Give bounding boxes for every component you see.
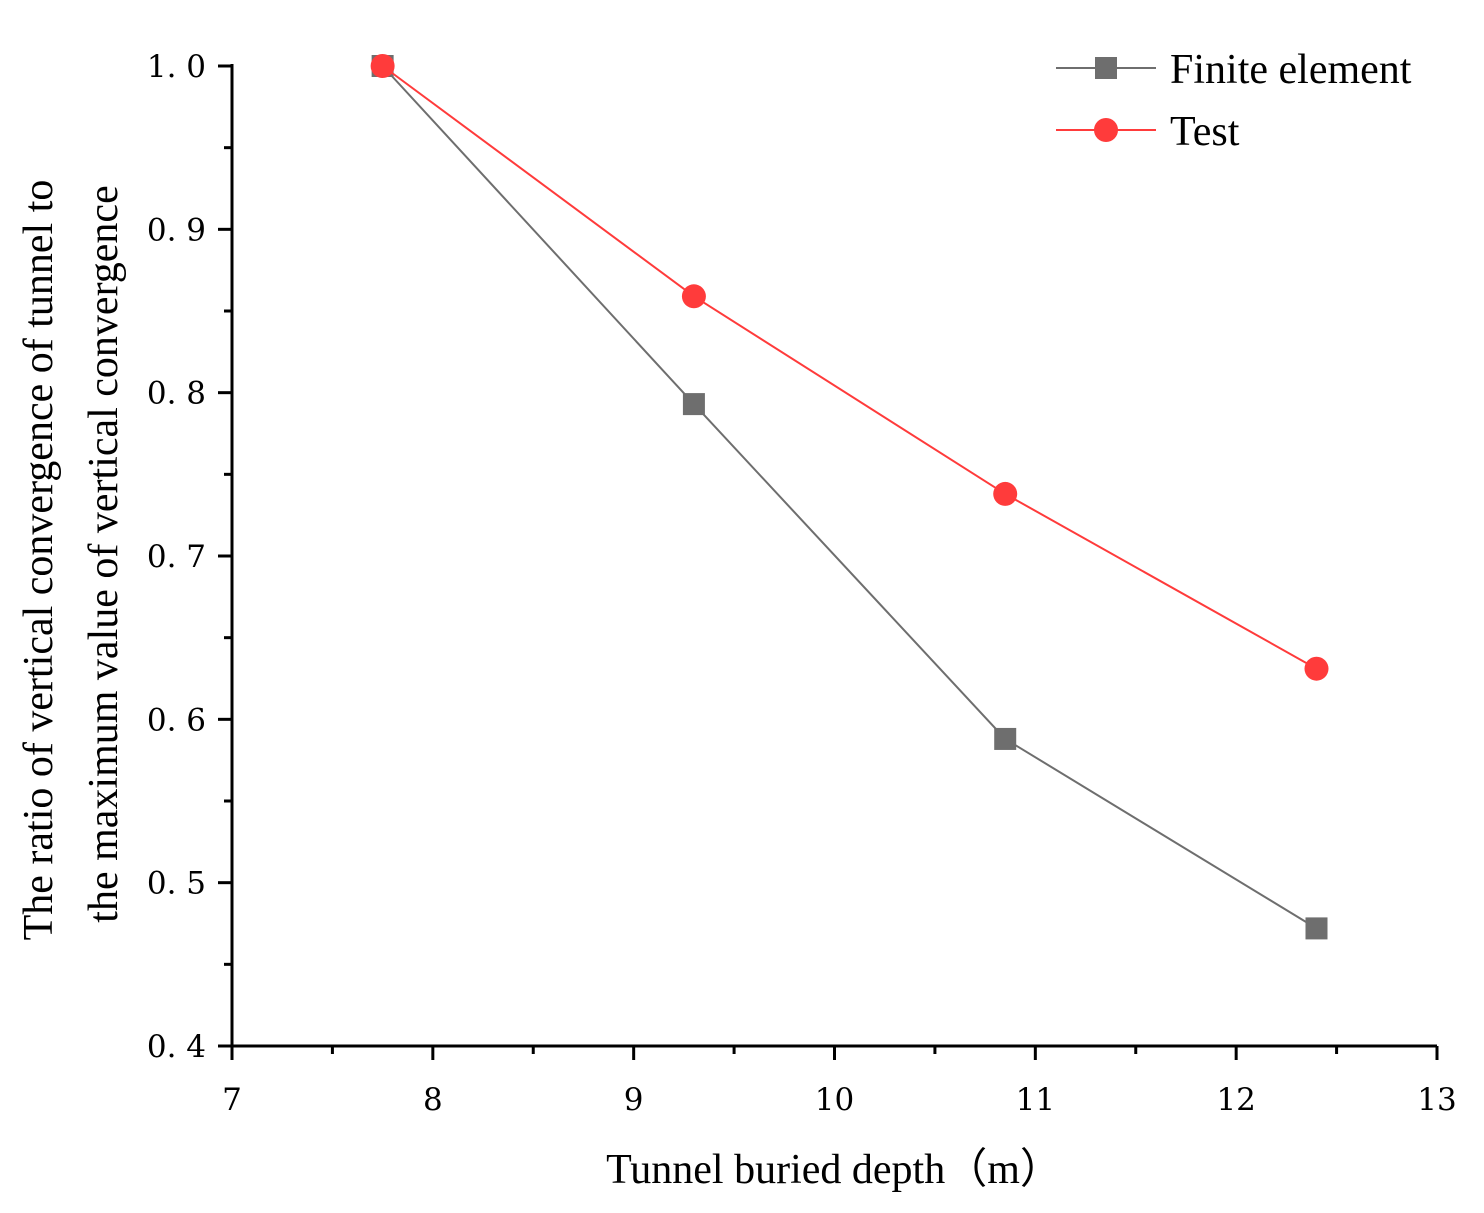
y-tick-label: 0. 8 — [147, 376, 206, 412]
x-tick-label: 7 — [222, 1082, 242, 1118]
square-marker — [994, 727, 1017, 750]
x-tick-label: 10 — [815, 1082, 854, 1118]
legend-label: Test — [1170, 109, 1240, 155]
y-axis-title-line-2: the maximum value of vertical convergenc… — [81, 185, 127, 922]
x-tick-label: 13 — [1417, 1082, 1456, 1118]
legend-item: Test — [1056, 109, 1240, 155]
circle-marker — [681, 284, 706, 309]
y-tick-label: 0. 5 — [147, 866, 206, 902]
circle-marker — [370, 54, 395, 78]
axis-titles: Tunnel buried depth（m） The ratio of vert… — [16, 180, 1062, 1193]
x-tick-label: 8 — [423, 1082, 443, 1118]
circle-icon — [1094, 118, 1118, 142]
y-tick-label: 0. 9 — [147, 212, 206, 248]
x-tick-label: 11 — [1016, 1082, 1055, 1118]
series-finite-element — [371, 55, 1328, 940]
x-axis-title: Tunnel buried depth（m） — [606, 1147, 1062, 1193]
y-tick-label: 0. 6 — [147, 702, 206, 738]
square-icon — [1095, 57, 1117, 79]
legend-label: Finite element — [1170, 47, 1412, 93]
y-tick-label: 0. 4 — [147, 1029, 206, 1065]
y-axis-title-line-1: The ratio of vertical convergence of tun… — [16, 180, 62, 941]
x-tick-label: 9 — [624, 1082, 644, 1118]
circle-marker — [1304, 656, 1329, 681]
legend: Finite element Test — [1056, 47, 1412, 155]
legend-item: Finite element — [1056, 47, 1412, 93]
circle-marker — [993, 481, 1018, 506]
y-tick-label: 0. 7 — [147, 539, 206, 575]
square-marker — [682, 393, 705, 416]
y-tick-label: 1. 0 — [147, 49, 206, 85]
axes: 7 8 9 10 11 12 13 0. 4 0. 5 0. 6 0. 7 0. 8 0. 9 1. 0 — [147, 49, 1457, 1118]
series-line — [381, 65, 1318, 930]
square-marker — [1305, 917, 1328, 940]
series-test — [370, 54, 1329, 681]
series-line — [382, 65, 1317, 670]
plot-area — [370, 54, 1329, 940]
x-tick-label: 12 — [1216, 1082, 1255, 1118]
